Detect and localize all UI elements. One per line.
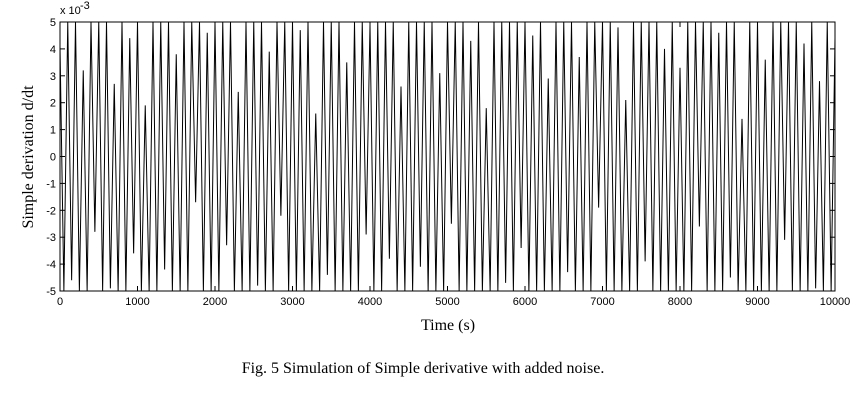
- y-tick-label: -2: [46, 205, 56, 217]
- x-tick-label: 8000: [668, 296, 692, 308]
- x-tick-label: 1000: [125, 296, 149, 308]
- x-tick-label: 10000: [820, 296, 851, 308]
- x-tick-label: 0: [57, 296, 63, 308]
- y-tick-label: -3: [46, 232, 56, 244]
- x-tick-label: 2000: [203, 296, 227, 308]
- x-axis-label: Time (s): [421, 317, 475, 334]
- x-tick-label: 3000: [280, 296, 304, 308]
- y-axis-label: Simple derivation d/dt: [20, 85, 37, 229]
- y-tick-label: 2: [50, 98, 56, 110]
- y-multiplier-exponent: -3: [80, 0, 90, 12]
- y-tick-label: 3: [50, 71, 56, 83]
- y-tick-label: -5: [46, 286, 56, 298]
- y-tick-label: -4: [46, 259, 56, 271]
- y-tick-label: 1: [50, 125, 56, 137]
- x-tick-label: 6000: [513, 296, 537, 308]
- y-multiplier-base: x 10: [60, 5, 81, 17]
- y-tick-label: 5: [50, 17, 56, 29]
- x-tick-label: 9000: [745, 296, 769, 308]
- y-tick-label: -1: [46, 178, 56, 190]
- y-tick-label: 4: [50, 44, 56, 56]
- x-tick-label: 7000: [590, 296, 614, 308]
- x-tick-label: 5000: [435, 296, 459, 308]
- y-tick-label: 0: [50, 152, 56, 164]
- caption: Fig. 5 Simulation of Simple derivative w…: [242, 360, 605, 377]
- x-tick-label: 4000: [358, 296, 382, 308]
